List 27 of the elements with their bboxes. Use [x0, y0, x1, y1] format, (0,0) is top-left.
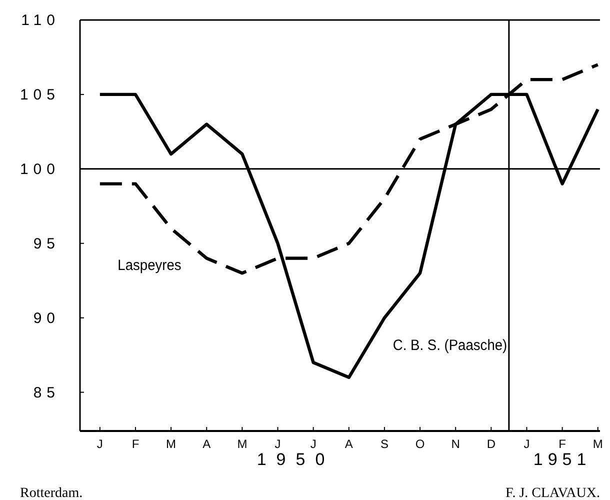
- x-tick-label: O: [415, 437, 425, 451]
- x-tick-label: J: [310, 437, 316, 451]
- x-tick-label: J: [524, 437, 530, 451]
- series-label: C. B. S. (Paasche): [392, 338, 508, 354]
- series-label: Laspeyres: [118, 257, 182, 274]
- y-tick-label: 85: [33, 384, 60, 402]
- text: F. J. CLAVAUX.: [506, 486, 600, 500]
- y-tick-label: 95: [33, 235, 60, 252]
- x-tick-label: S: [380, 437, 388, 451]
- text: 1950: [256, 450, 335, 469]
- x-tick-label: M: [237, 437, 248, 451]
- x-tick-label: A: [202, 437, 211, 451]
- x-tick-label: M: [166, 437, 176, 451]
- x-tick-label: N: [451, 437, 460, 451]
- y-tick-label: 105: [20, 86, 60, 104]
- text: Rotterdam.: [20, 486, 83, 500]
- x-tick-label: F: [558, 437, 566, 451]
- x-tick-label: J: [274, 437, 281, 451]
- x-tick-label: F: [132, 437, 140, 451]
- x-tick-label: J: [96, 437, 103, 451]
- x-tick-label: M: [592, 437, 603, 451]
- text: 1951: [533, 450, 592, 469]
- y-tick-label: 100: [20, 160, 60, 178]
- y-tick-label: 110: [21, 12, 60, 29]
- x-tick-label: A: [344, 437, 353, 451]
- y-tick-label: 90: [33, 310, 60, 327]
- x-tick-label: D: [486, 437, 496, 451]
